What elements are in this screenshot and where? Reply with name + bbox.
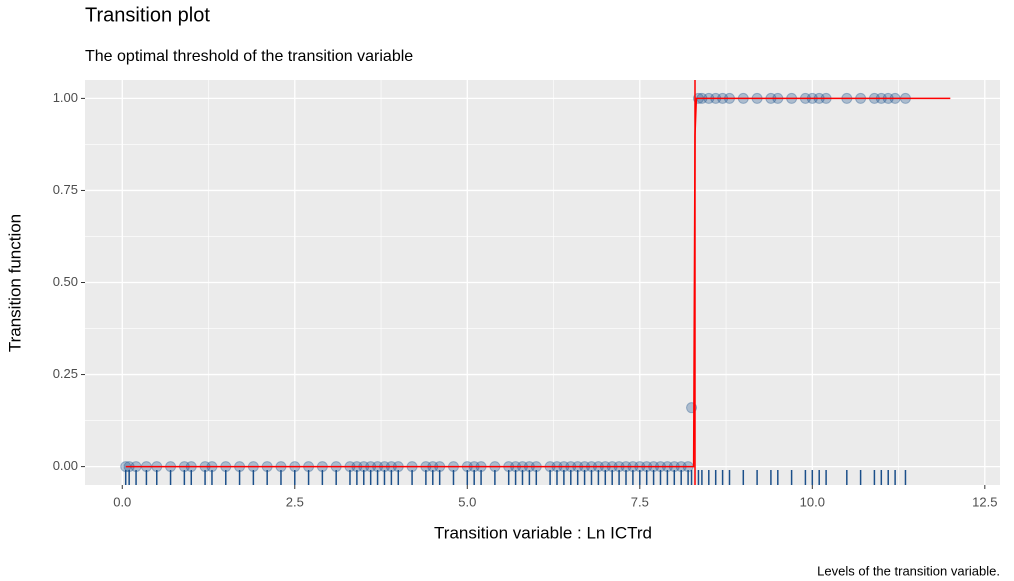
x-tick-label: 7.5 <box>631 494 649 509</box>
x-axis-label: Transition variable : Ln ICTrd <box>434 523 652 542</box>
y-tick-label: 0.00 <box>53 458 78 473</box>
chart-subtitle: The optimal threshold of the transition … <box>85 48 413 65</box>
chart-title: Transition plot <box>85 4 210 26</box>
y-tick-label: 0.25 <box>53 366 78 381</box>
x-tick-label: 5.0 <box>458 494 476 509</box>
x-tick-label: 10.0 <box>800 494 825 509</box>
x-tick-label: 2.5 <box>286 494 304 509</box>
x-tick-label: 0.0 <box>113 494 131 509</box>
y-axis-label: Transition function <box>5 214 24 352</box>
y-tick-label: 1.00 <box>53 90 78 105</box>
caption: Levels of the transition variable. <box>817 563 1000 578</box>
x-tick-label: 12.5 <box>972 494 997 509</box>
y-tick-label: 0.75 <box>53 182 78 197</box>
y-tick-label: 0.50 <box>53 274 78 289</box>
